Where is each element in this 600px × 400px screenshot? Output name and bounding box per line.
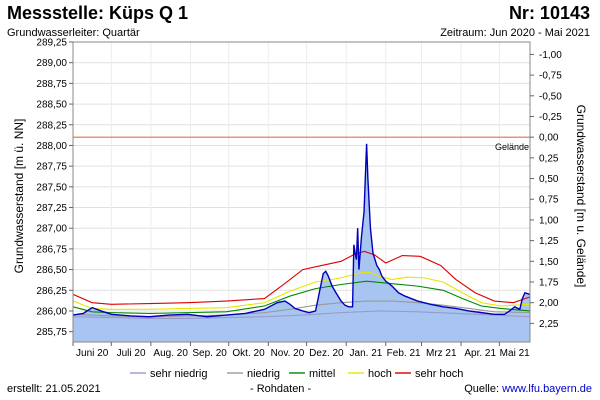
aquifer-subtitle: Grundwasserleiter: Quartär <box>7 27 140 39</box>
x-tick-label: Mai 21 <box>500 348 530 359</box>
y-tick-label-left: 286,50 <box>36 265 67 276</box>
source-label: Quelle: <box>464 383 500 395</box>
raw-data-label: - Rohdaten - <box>250 383 312 395</box>
series-line-main-line <box>72 143 531 318</box>
x-tick-label: Apr. 21 <box>464 348 496 359</box>
y-tick-label-right: 2,25 <box>539 319 559 330</box>
y-tick-label-right: -0,75 <box>539 71 562 82</box>
series-line-hoch <box>72 271 531 310</box>
y-tick-label-left: 286,25 <box>36 286 67 297</box>
y-tick-label-right: 1,00 <box>539 215 559 226</box>
y-tick-label-right: 0,00 <box>539 133 559 144</box>
source-link[interactable]: www.lfu.bayern.de <box>502 383 592 395</box>
y-tick-label-right: 1,50 <box>539 257 559 268</box>
y-axis-label-left: Grundwasserstand [m ü. NN] <box>12 119 26 274</box>
y-tick-label-left: 288,00 <box>36 141 67 152</box>
x-tick-label: Mrz 21 <box>426 348 457 359</box>
y-tick-label-left: 288,25 <box>36 120 67 131</box>
y-tick-label-right: 0,25 <box>539 153 559 164</box>
y-axis-label-right: Grundwasserstand [m u. Gelände] <box>574 105 588 288</box>
created-info: erstellt: 21.05.2021 <box>7 383 101 395</box>
created-label: erstellt: <box>7 383 43 395</box>
y-tick-label-right: 1,25 <box>539 236 559 247</box>
x-tick-label: Okt. 20 <box>232 348 265 359</box>
y-tick-label-right: -1,00 <box>539 50 562 61</box>
x-tick-label: Juli 20 <box>117 348 146 359</box>
y-tick-label-right: 0,50 <box>539 174 559 185</box>
series-line-mittel <box>72 280 531 314</box>
y-tick-label-left: 289,25 <box>36 38 67 49</box>
legend-label-mittel: mittel <box>309 368 335 380</box>
y-tick-label-right: 2,00 <box>539 298 559 309</box>
y-tick-label-left: 286,75 <box>36 244 67 255</box>
page-title: Messstelle: Küps Q 1 <box>7 3 189 23</box>
x-tick-label: Nov. 20 <box>271 348 305 359</box>
x-tick-label: Dez. 20 <box>309 348 344 359</box>
legend-label-hoch: hoch <box>368 368 392 380</box>
series-line-sehr-niedrig <box>72 310 531 319</box>
y-tick-label-right: -0,25 <box>539 112 562 123</box>
legend-label-sehr-niedrig: sehr niedrig <box>150 368 207 380</box>
y-tick-label-right: -0,50 <box>539 91 562 102</box>
y-tick-label-left: 288,75 <box>36 79 67 90</box>
x-tick-label: Sep. 20 <box>192 348 227 359</box>
y-tick-label-left: 287,50 <box>36 182 67 193</box>
y-tick-label-left: 285,75 <box>36 327 67 338</box>
x-tick-label: Aug. 20 <box>153 348 188 359</box>
raw-data-area <box>73 143 530 342</box>
ground-level-label: Gelände <box>495 142 529 152</box>
x-tick-label: Juni 20 <box>76 348 109 359</box>
series-line-niedrig <box>72 300 531 318</box>
period-label: Zeitraum: Jun 2020 - Mai 2021 <box>440 27 590 39</box>
plot-background <box>73 42 530 342</box>
y-tick-label-left: 287,25 <box>36 203 67 214</box>
source-info: Quelle: www.lfu.bayern.de <box>464 383 592 395</box>
y-tick-label-left: 288,50 <box>36 100 67 111</box>
legend-label-niedrig: niedrig <box>247 368 280 380</box>
y-tick-label-left: 287,75 <box>36 162 67 173</box>
x-tick-label: Feb. 21 <box>387 348 421 359</box>
y-tick-label-left: 289,00 <box>36 58 67 69</box>
y-tick-label-left: 286,00 <box>36 306 67 317</box>
y-tick-label-right: 1,75 <box>539 278 559 289</box>
station-number: Nr: 10143 <box>508 3 590 23</box>
plot-frame <box>72 41 531 343</box>
created-date: 21.05.2021 <box>45 383 101 395</box>
legend-label-sehr-hoch: sehr hoch <box>415 368 463 380</box>
y-tick-label-left: 287,00 <box>36 224 67 235</box>
y-tick-label-right: 0,75 <box>539 195 559 206</box>
x-tick-label: Jan. 21 <box>350 348 383 359</box>
